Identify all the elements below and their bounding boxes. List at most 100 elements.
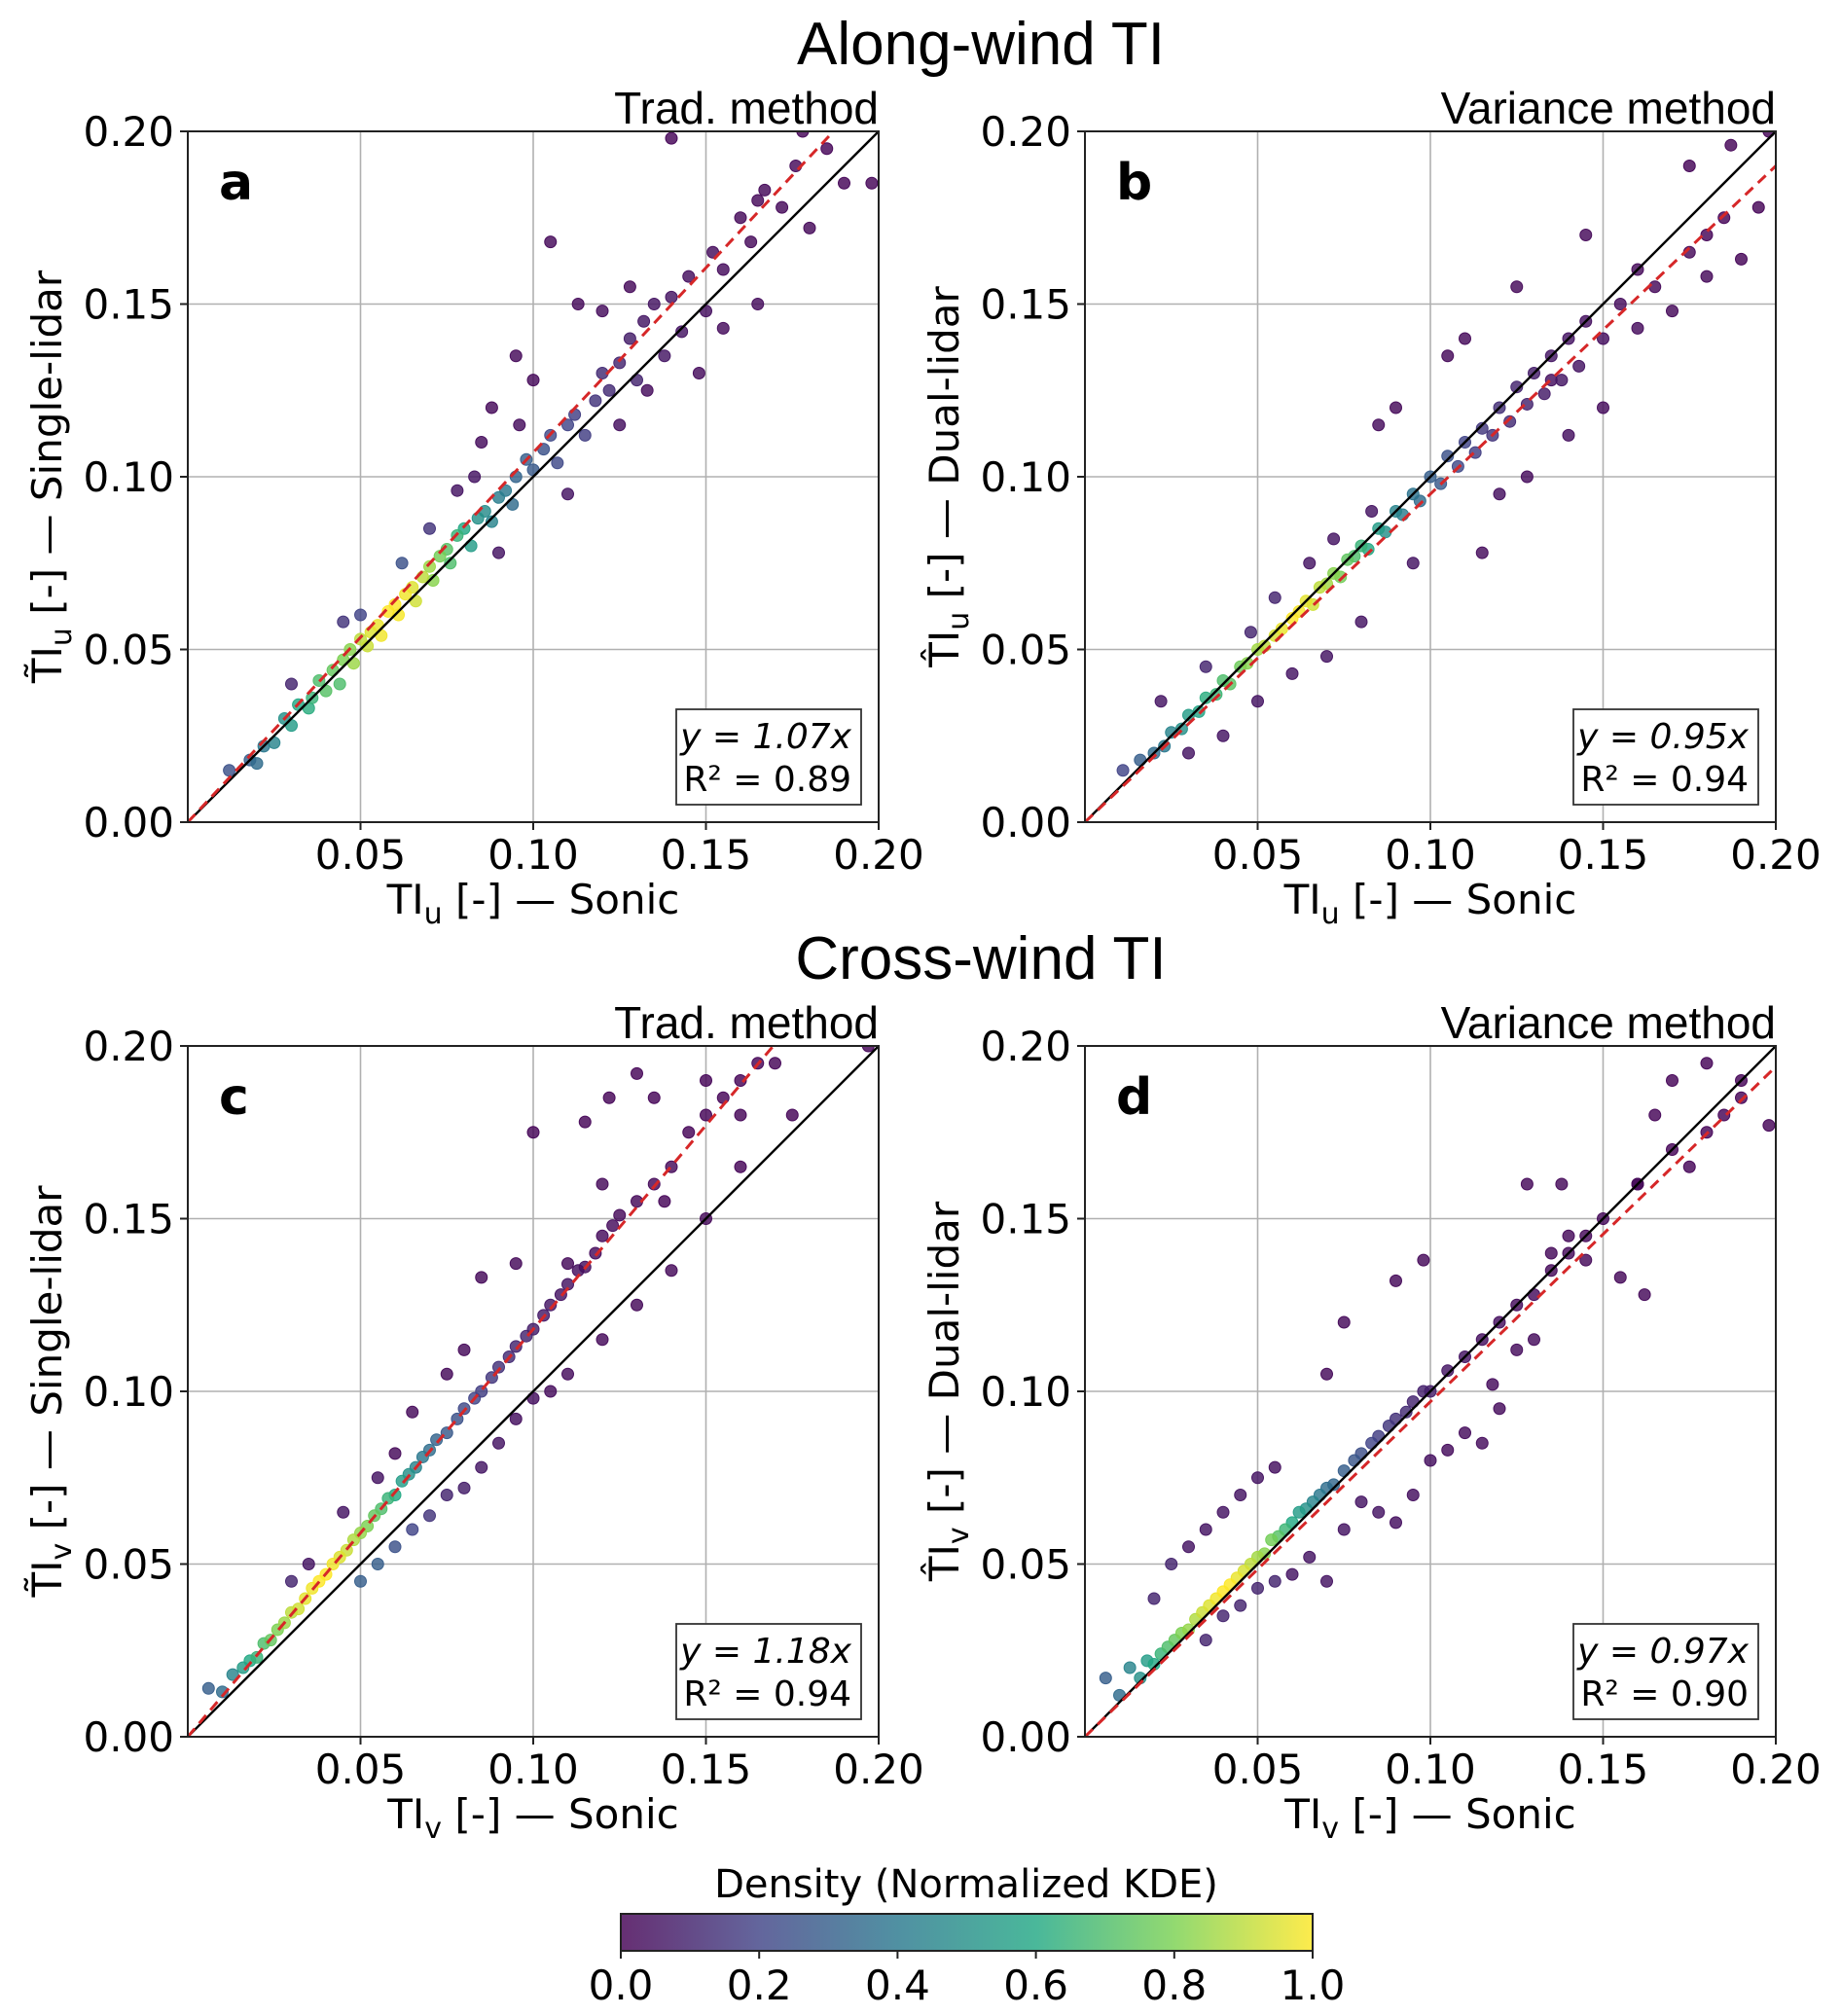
scatter-point bbox=[1459, 332, 1471, 345]
scatter-point bbox=[1234, 1489, 1247, 1501]
scatter-point bbox=[682, 1126, 696, 1139]
scatter-point bbox=[1292, 1505, 1306, 1519]
scatter-point bbox=[640, 383, 654, 397]
scatter-point bbox=[1285, 666, 1299, 680]
one-to-one-line bbox=[188, 1046, 879, 1737]
row-title-along-wind: Along-wind TI bbox=[797, 11, 1165, 78]
y-axis-label: T̃Iu [-] — Single-lidar bbox=[22, 270, 79, 684]
panel-d: 0.00 0.05 0.10 0.15 0.20 0.05 0.10 0.15 0.20 TIv … bbox=[920, 997, 1821, 1846]
scatter-point bbox=[492, 1360, 505, 1374]
y-tick-label: 0.10 bbox=[980, 1368, 1071, 1416]
scatter-point bbox=[1268, 591, 1281, 604]
scatter-point bbox=[1165, 1558, 1178, 1570]
panel-letter: b bbox=[1116, 154, 1152, 212]
x-tick-label: 0.15 bbox=[661, 831, 752, 879]
scatter-point bbox=[1762, 1119, 1776, 1133]
x-tick-label: 0.05 bbox=[315, 1746, 407, 1793]
scatter-point bbox=[1303, 557, 1317, 570]
scatter-point bbox=[1199, 660, 1212, 673]
scatter-point bbox=[475, 1460, 488, 1474]
annotation-box bbox=[675, 1623, 862, 1720]
scatter-point bbox=[1700, 229, 1714, 241]
x-tick-label: 0.05 bbox=[1212, 1746, 1304, 1793]
scatter-point bbox=[1648, 1108, 1662, 1122]
fit-r-squared: R² = 0.94 bbox=[683, 1674, 851, 1714]
scatter-point bbox=[395, 1474, 409, 1488]
scatter-point bbox=[785, 1108, 799, 1122]
x-tick-label: 0.05 bbox=[315, 831, 407, 879]
scatter-point bbox=[1216, 1505, 1230, 1519]
scatter-point bbox=[578, 1115, 592, 1129]
scatter-point bbox=[250, 757, 264, 771]
scatter-point bbox=[285, 1574, 298, 1588]
y-axis-label: T̂Iu [-] — Dual-lidar bbox=[920, 285, 976, 667]
scatter-point bbox=[444, 557, 457, 570]
scatter-point bbox=[526, 374, 540, 387]
y-tick-label: 0.10 bbox=[83, 1368, 174, 1416]
scatter-point bbox=[675, 325, 689, 339]
y-tick-label: 0.20 bbox=[980, 1023, 1071, 1070]
scatter-point bbox=[1320, 1574, 1333, 1588]
scatter-point bbox=[485, 401, 498, 414]
annotation-box bbox=[1572, 708, 1759, 806]
colorbar: Density (Normalized KDE) 0.0 0.2 0.4 0.6 0.8… bbox=[589, 1862, 1346, 2009]
scatter-point bbox=[1268, 1574, 1281, 1588]
scatter-point bbox=[1199, 1523, 1212, 1536]
x-axis-label: TIv [-] — Sonic bbox=[1283, 1790, 1576, 1846]
scatter-point bbox=[1648, 280, 1662, 294]
scatter-point bbox=[395, 557, 409, 570]
scatter-point bbox=[1320, 1367, 1333, 1381]
scatter-point bbox=[1390, 1274, 1402, 1287]
scatter-point bbox=[1390, 401, 1402, 414]
scatter-point bbox=[682, 270, 696, 283]
x-tick-label: 0.15 bbox=[1558, 1746, 1649, 1793]
scatter-point bbox=[1303, 1550, 1317, 1564]
scatter-point bbox=[734, 1160, 747, 1173]
panel-method-title: Trad. method bbox=[614, 83, 879, 133]
colorbar-title: Density (Normalized KDE) bbox=[714, 1862, 1218, 1907]
x-tick-label: 0.15 bbox=[1558, 831, 1649, 879]
panel-method-title: Trad. method bbox=[614, 997, 879, 1048]
colorbar-tick-label: 1.0 bbox=[1281, 1962, 1346, 2009]
y-tick-label: 0.20 bbox=[83, 1023, 174, 1070]
scatter-point bbox=[526, 1126, 540, 1139]
x-tick-label: 0.20 bbox=[1730, 831, 1822, 879]
scatter-point bbox=[602, 383, 616, 397]
regression-fit-line bbox=[188, 1046, 776, 1737]
scatter-point bbox=[1441, 349, 1455, 363]
scatter-point bbox=[1424, 1454, 1437, 1467]
scatter-point bbox=[1099, 1672, 1112, 1685]
scatter-point bbox=[1682, 160, 1696, 172]
scatter-point bbox=[838, 176, 850, 190]
fit-equation: y = 0.97x bbox=[1576, 1632, 1750, 1672]
y-tick-label: 0.00 bbox=[980, 1713, 1071, 1761]
scatter-point bbox=[692, 367, 705, 379]
annotation-box bbox=[675, 708, 862, 806]
scatter-point bbox=[820, 142, 834, 156]
scatter-point bbox=[631, 1298, 643, 1312]
scatter-point bbox=[1354, 615, 1368, 629]
y-tick-label: 0.20 bbox=[83, 108, 174, 156]
scatter-point bbox=[613, 418, 627, 432]
panel-a: 0.00 0.05 0.10 0.15 0.20 0.05 0.10 0.15 0.20 TIu … bbox=[22, 83, 923, 931]
x-axis-label: TIu [-] — Sonic bbox=[386, 876, 680, 931]
one-to-one-line bbox=[188, 131, 879, 822]
scatter-point bbox=[1337, 1315, 1351, 1329]
scatter-point bbox=[544, 1298, 558, 1312]
fit-equation: y = 1.18x bbox=[679, 1632, 852, 1672]
scatter-point bbox=[623, 332, 636, 345]
scatter-point bbox=[1216, 1609, 1230, 1623]
scatter-point bbox=[223, 764, 236, 777]
scatter-point bbox=[665, 290, 678, 304]
fit-equation: y = 0.95x bbox=[1576, 717, 1750, 757]
x-tick-label: 0.20 bbox=[833, 1746, 924, 1793]
scatter-point bbox=[1486, 1378, 1499, 1391]
scatter-point bbox=[602, 1091, 616, 1104]
x-tick-label: 0.10 bbox=[487, 1746, 579, 1793]
scatter-point bbox=[1459, 1426, 1471, 1440]
scatter-point bbox=[509, 1412, 523, 1425]
scatter-point bbox=[1475, 546, 1489, 559]
scatter-point bbox=[1666, 1074, 1679, 1087]
scatter-point bbox=[751, 298, 765, 310]
